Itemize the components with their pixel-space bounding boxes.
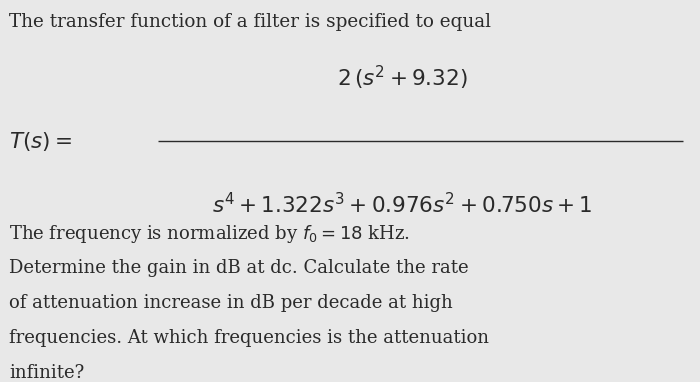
Text: $2\,(s^2 + 9.32)$: $2\,(s^2 + 9.32)$ [337, 63, 468, 92]
Text: The transfer function of a filter is specified to equal: The transfer function of a filter is spe… [9, 13, 491, 31]
Text: frequencies. At which frequencies is the attenuation: frequencies. At which frequencies is the… [9, 329, 489, 347]
Text: $s^4 + 1.322s^3 + 0.976s^2 + 0.750s + 1$: $s^4 + 1.322s^3 + 0.976s^2 + 0.750s + 1$ [212, 193, 593, 218]
Text: Determine the gain in dB at dc. Calculate the rate: Determine the gain in dB at dc. Calculat… [9, 259, 469, 277]
Text: of attenuation increase in dB per decade at high: of attenuation increase in dB per decade… [9, 294, 453, 312]
Text: The frequency is normalized by $f_0 = 18$ kHz.: The frequency is normalized by $f_0 = 18… [9, 223, 410, 246]
Text: $T(s) =$: $T(s) =$ [9, 130, 72, 153]
Text: infinite?: infinite? [9, 364, 84, 382]
